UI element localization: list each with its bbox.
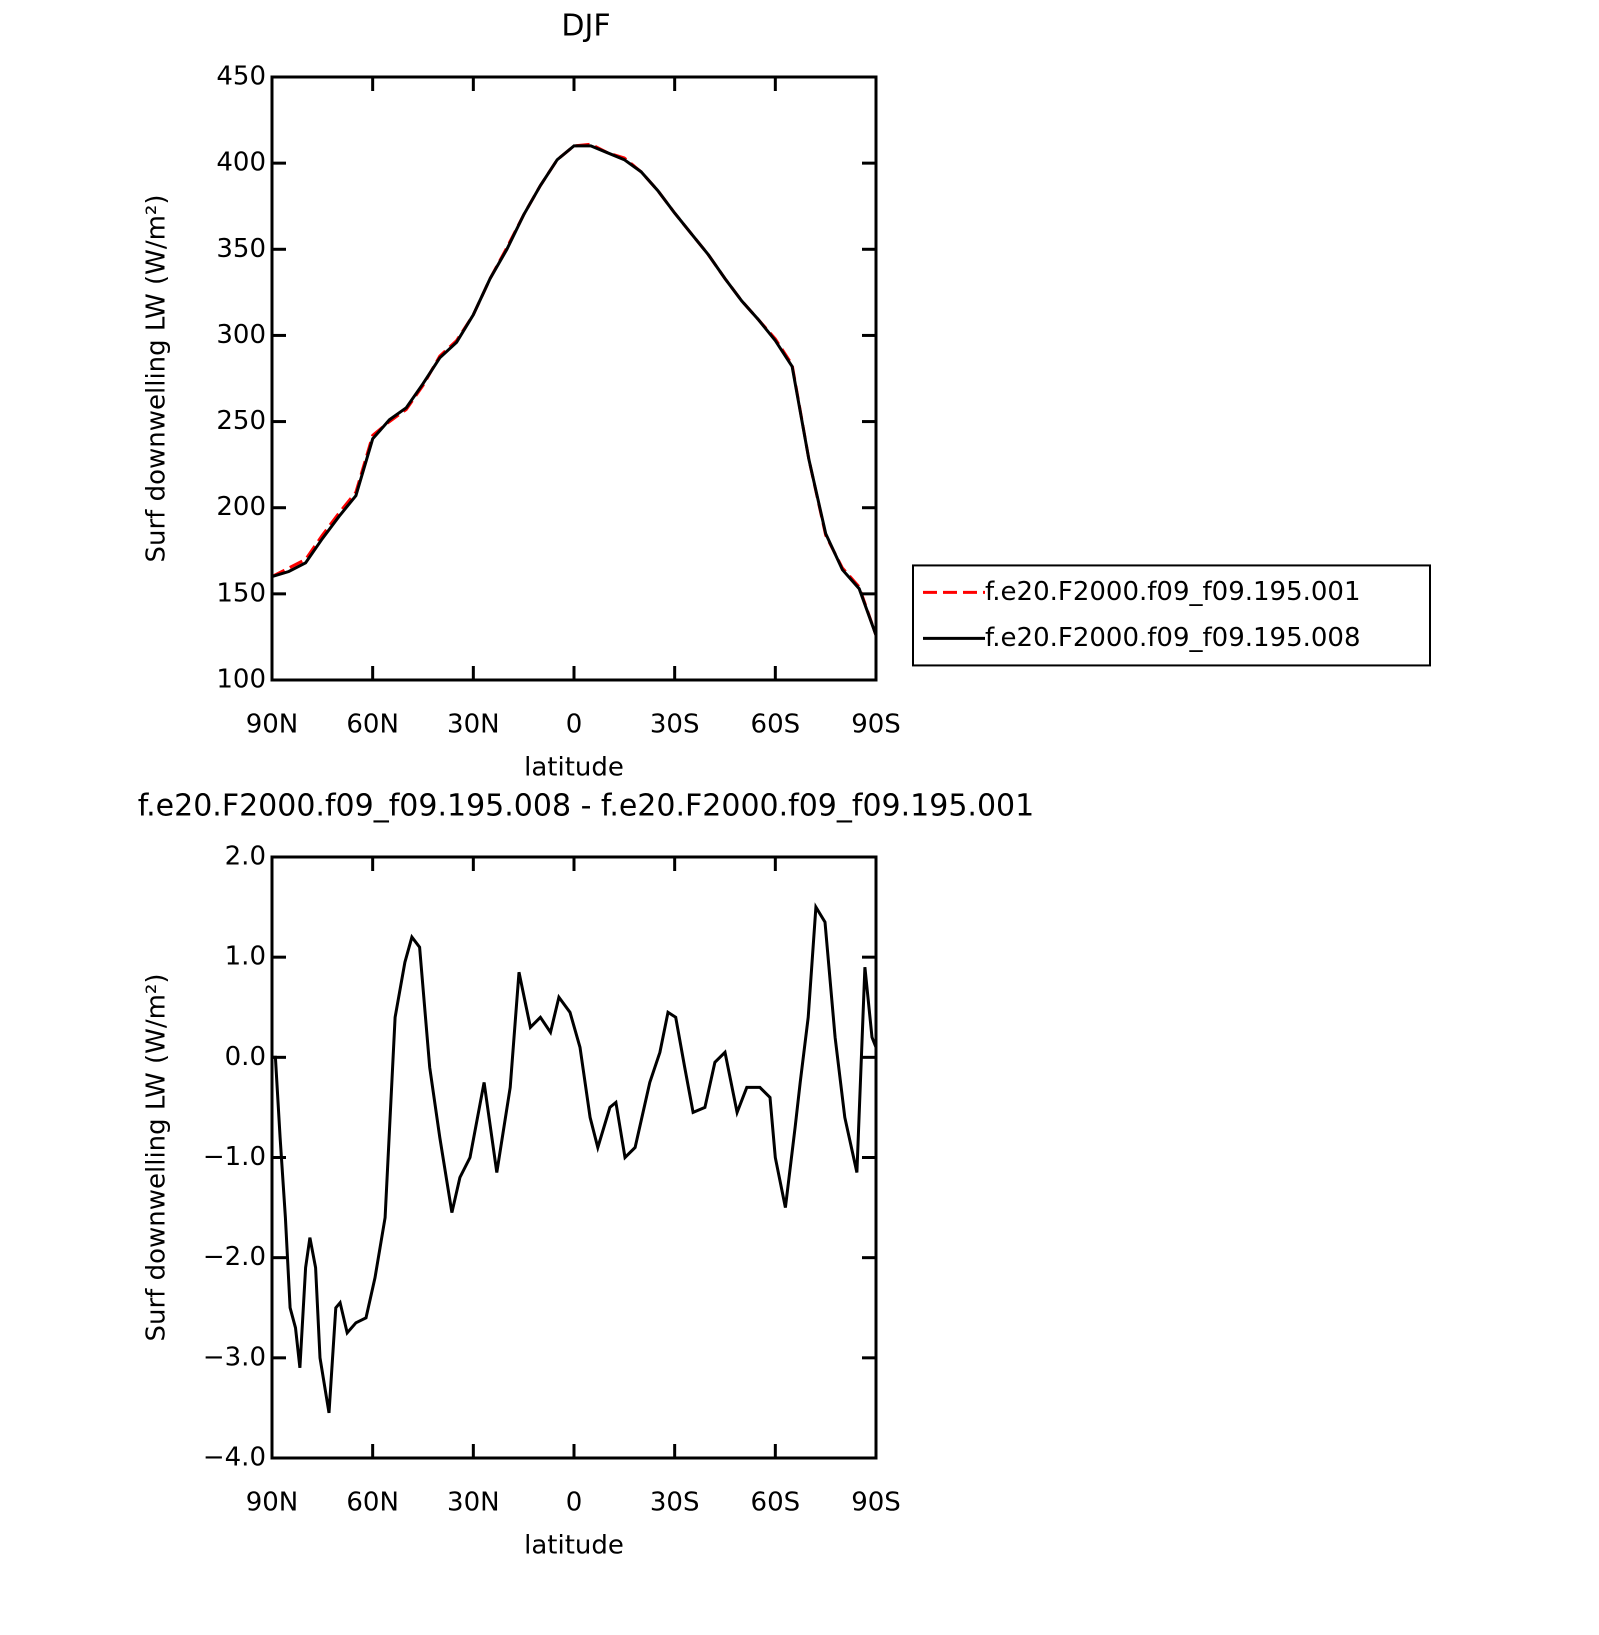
plot-frame (270, 75, 878, 682)
y-tick-label: 350 (216, 234, 266, 264)
y-tick-label: 150 (216, 578, 266, 608)
y-tick-label: −1.0 (203, 1142, 266, 1172)
x-tick-label: 90N (246, 1488, 299, 1518)
data-line (271, 142, 878, 636)
y-tick-label: −4.0 (203, 1443, 266, 1473)
x-tick-label: 90N (246, 710, 299, 740)
data-line (272, 902, 878, 1414)
data-line (271, 144, 878, 636)
y-tick-label: 0.0 (225, 1042, 266, 1072)
x-axis-label: latitude (524, 1531, 624, 1561)
y-tick-label: −3.0 (203, 1342, 266, 1372)
y-axis-label: Surf downwelling LW (W/m²) (142, 195, 172, 563)
x-tick-label: 60N (346, 1488, 399, 1518)
x-tick-label: 60S (751, 1488, 801, 1518)
y-tick-label: 450 (216, 62, 266, 92)
y-tick-label: 250 (216, 406, 266, 436)
x-tick-label: 0 (566, 710, 583, 740)
x-tick-label: 60S (751, 710, 801, 740)
chart-title: f.e20.F2000.f09_f09.195.008 - f.e20.F200… (138, 789, 1034, 824)
x-tick-label: 60N (346, 710, 399, 740)
y-axis-label: Surf downwelling LW (W/m²) (142, 974, 172, 1342)
legend-label: f.e20.F2000.f09_f09.195.001 (985, 577, 1361, 607)
x-tick-label: 90S (851, 1488, 901, 1518)
x-tick-label: 30S (650, 1488, 700, 1518)
x-tick-label: 30N (447, 710, 500, 740)
x-tick-label: 30S (650, 710, 700, 740)
y-tick-label: 300 (216, 320, 266, 350)
y-tick-label: 400 (216, 148, 266, 178)
x-tick-label: 30N (447, 1488, 500, 1518)
y-tick-label: 100 (216, 665, 266, 695)
plot-frame (270, 855, 878, 1460)
legend-box (912, 564, 1431, 667)
y-tick-label: 1.0 (225, 942, 266, 972)
y-tick-label: −2.0 (203, 1242, 266, 1272)
y-tick-label: 2.0 (225, 842, 266, 872)
x-axis-label: latitude (524, 753, 624, 783)
x-tick-label: 90S (851, 710, 901, 740)
x-tick-label: 0 (566, 1488, 583, 1518)
y-tick-label: 200 (216, 492, 266, 522)
legend-label: f.e20.F2000.f09_f09.195.008 (985, 623, 1361, 653)
chart-title: DJF (561, 9, 610, 44)
